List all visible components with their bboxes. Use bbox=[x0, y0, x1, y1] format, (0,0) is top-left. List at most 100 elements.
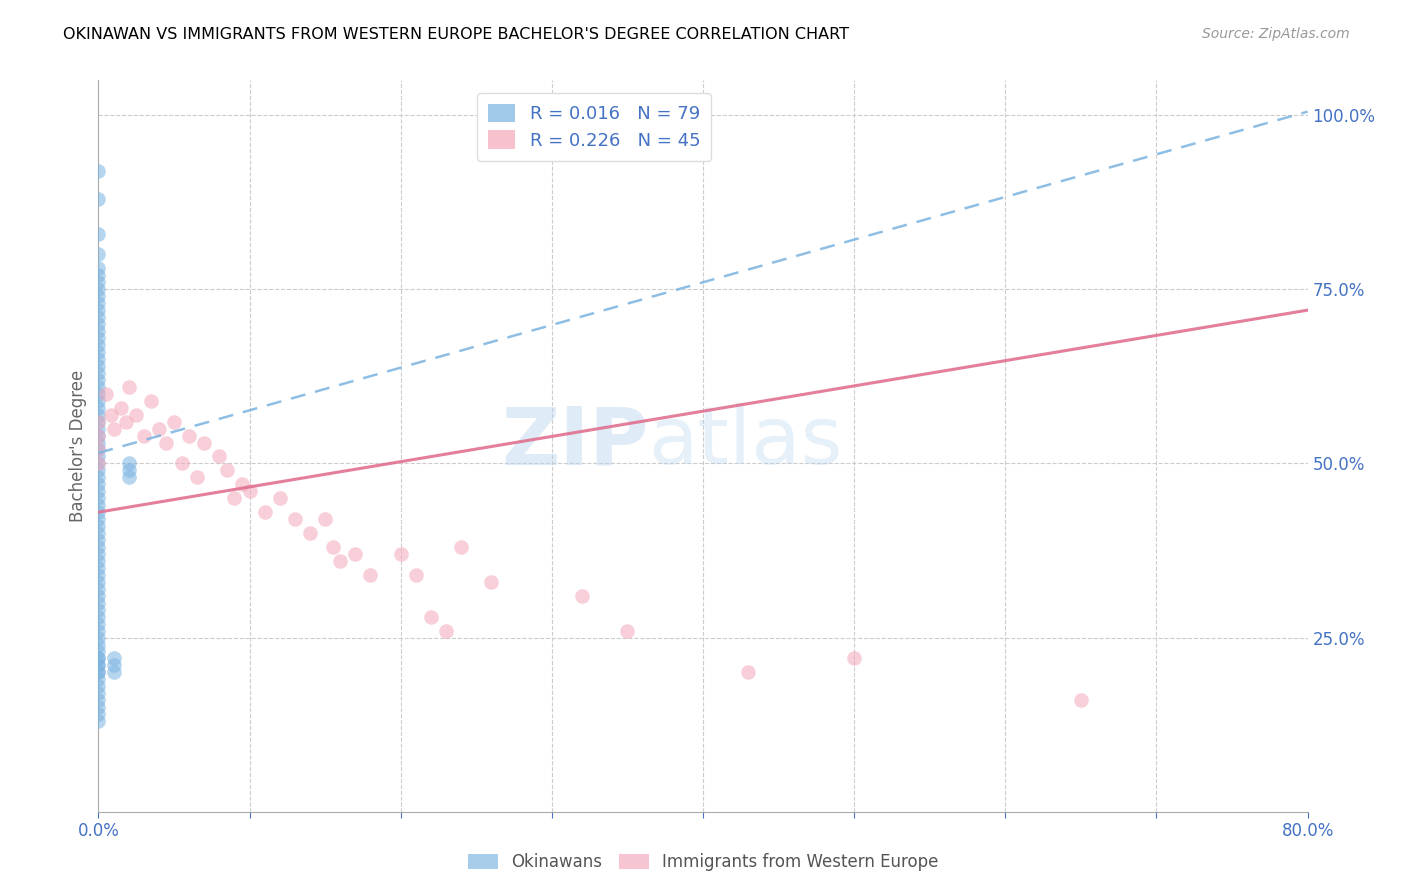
Point bbox=[87, 428, 110, 442]
Point bbox=[87, 310, 110, 325]
Point bbox=[87, 582, 110, 596]
Point bbox=[389, 547, 412, 561]
Point bbox=[87, 303, 110, 318]
Point bbox=[87, 519, 110, 533]
Legend: R = 0.016   N = 79, R = 0.226   N = 45: R = 0.016 N = 79, R = 0.226 N = 45 bbox=[477, 93, 711, 161]
Point bbox=[344, 547, 367, 561]
Point bbox=[208, 450, 231, 464]
Point bbox=[231, 477, 253, 491]
Point bbox=[141, 393, 163, 408]
Point bbox=[103, 651, 125, 665]
Point bbox=[94, 386, 117, 401]
Point bbox=[87, 401, 110, 415]
Point bbox=[844, 651, 866, 665]
Point bbox=[87, 282, 110, 296]
Point bbox=[87, 700, 110, 714]
Point bbox=[87, 658, 110, 673]
Point bbox=[314, 512, 336, 526]
Point bbox=[103, 421, 125, 435]
Point bbox=[87, 457, 110, 471]
Point bbox=[571, 589, 593, 603]
Point bbox=[148, 421, 170, 435]
Point bbox=[87, 665, 110, 680]
Point bbox=[87, 470, 110, 484]
Point bbox=[87, 351, 110, 366]
Point bbox=[239, 484, 262, 499]
Point bbox=[125, 408, 148, 422]
Point bbox=[118, 457, 141, 471]
Point bbox=[87, 428, 110, 442]
Point bbox=[186, 470, 208, 484]
Point bbox=[87, 393, 110, 408]
Point bbox=[87, 477, 110, 491]
Point bbox=[87, 603, 110, 617]
Point bbox=[87, 512, 110, 526]
Point bbox=[87, 644, 110, 658]
Point bbox=[132, 428, 155, 442]
Text: Source: ZipAtlas.com: Source: ZipAtlas.com bbox=[1202, 27, 1350, 41]
Point bbox=[87, 547, 110, 561]
Point bbox=[87, 289, 110, 303]
Point bbox=[87, 638, 110, 652]
Point bbox=[87, 442, 110, 457]
Y-axis label: Bachelor's Degree: Bachelor's Degree bbox=[69, 370, 87, 522]
Point bbox=[193, 435, 215, 450]
Point bbox=[87, 331, 110, 345]
Point bbox=[450, 540, 472, 554]
Point bbox=[737, 665, 759, 680]
Point bbox=[87, 554, 110, 568]
Point bbox=[87, 484, 110, 499]
Point bbox=[179, 428, 201, 442]
Point bbox=[170, 457, 193, 471]
Point bbox=[405, 567, 427, 582]
Point bbox=[87, 491, 110, 506]
Point bbox=[87, 415, 110, 429]
Point bbox=[87, 380, 110, 394]
Point bbox=[87, 317, 110, 331]
Point bbox=[87, 533, 110, 547]
Point bbox=[87, 714, 110, 728]
Point bbox=[87, 345, 110, 359]
Point bbox=[87, 526, 110, 541]
Point bbox=[87, 498, 110, 512]
Point bbox=[87, 631, 110, 645]
Point bbox=[87, 366, 110, 380]
Point bbox=[87, 373, 110, 387]
Point bbox=[420, 609, 443, 624]
Point bbox=[87, 589, 110, 603]
Point bbox=[87, 275, 110, 289]
Point bbox=[224, 491, 246, 506]
Point bbox=[110, 401, 132, 415]
Point bbox=[87, 296, 110, 310]
Point bbox=[1070, 693, 1092, 707]
Point bbox=[87, 268, 110, 283]
Point bbox=[87, 408, 110, 422]
Point bbox=[87, 442, 110, 457]
Point bbox=[87, 651, 110, 665]
Point bbox=[87, 658, 110, 673]
Point bbox=[87, 707, 110, 722]
Point bbox=[87, 693, 110, 707]
Point bbox=[87, 421, 110, 435]
Point bbox=[253, 505, 276, 519]
Point bbox=[163, 415, 186, 429]
Point bbox=[360, 567, 382, 582]
Point bbox=[118, 470, 141, 484]
Point bbox=[284, 512, 307, 526]
Point bbox=[87, 540, 110, 554]
Point bbox=[87, 505, 110, 519]
Point bbox=[299, 526, 322, 541]
Point bbox=[87, 609, 110, 624]
Point bbox=[87, 574, 110, 589]
Point bbox=[87, 596, 110, 610]
Point bbox=[87, 624, 110, 638]
Text: OKINAWAN VS IMMIGRANTS FROM WESTERN EUROPE BACHELOR'S DEGREE CORRELATION CHART: OKINAWAN VS IMMIGRANTS FROM WESTERN EURO… bbox=[63, 27, 849, 42]
Point bbox=[87, 561, 110, 575]
Point bbox=[87, 338, 110, 352]
Point bbox=[616, 624, 638, 638]
Point bbox=[87, 567, 110, 582]
Point bbox=[434, 624, 457, 638]
Point bbox=[87, 415, 110, 429]
Point bbox=[87, 463, 110, 477]
Point bbox=[103, 658, 125, 673]
